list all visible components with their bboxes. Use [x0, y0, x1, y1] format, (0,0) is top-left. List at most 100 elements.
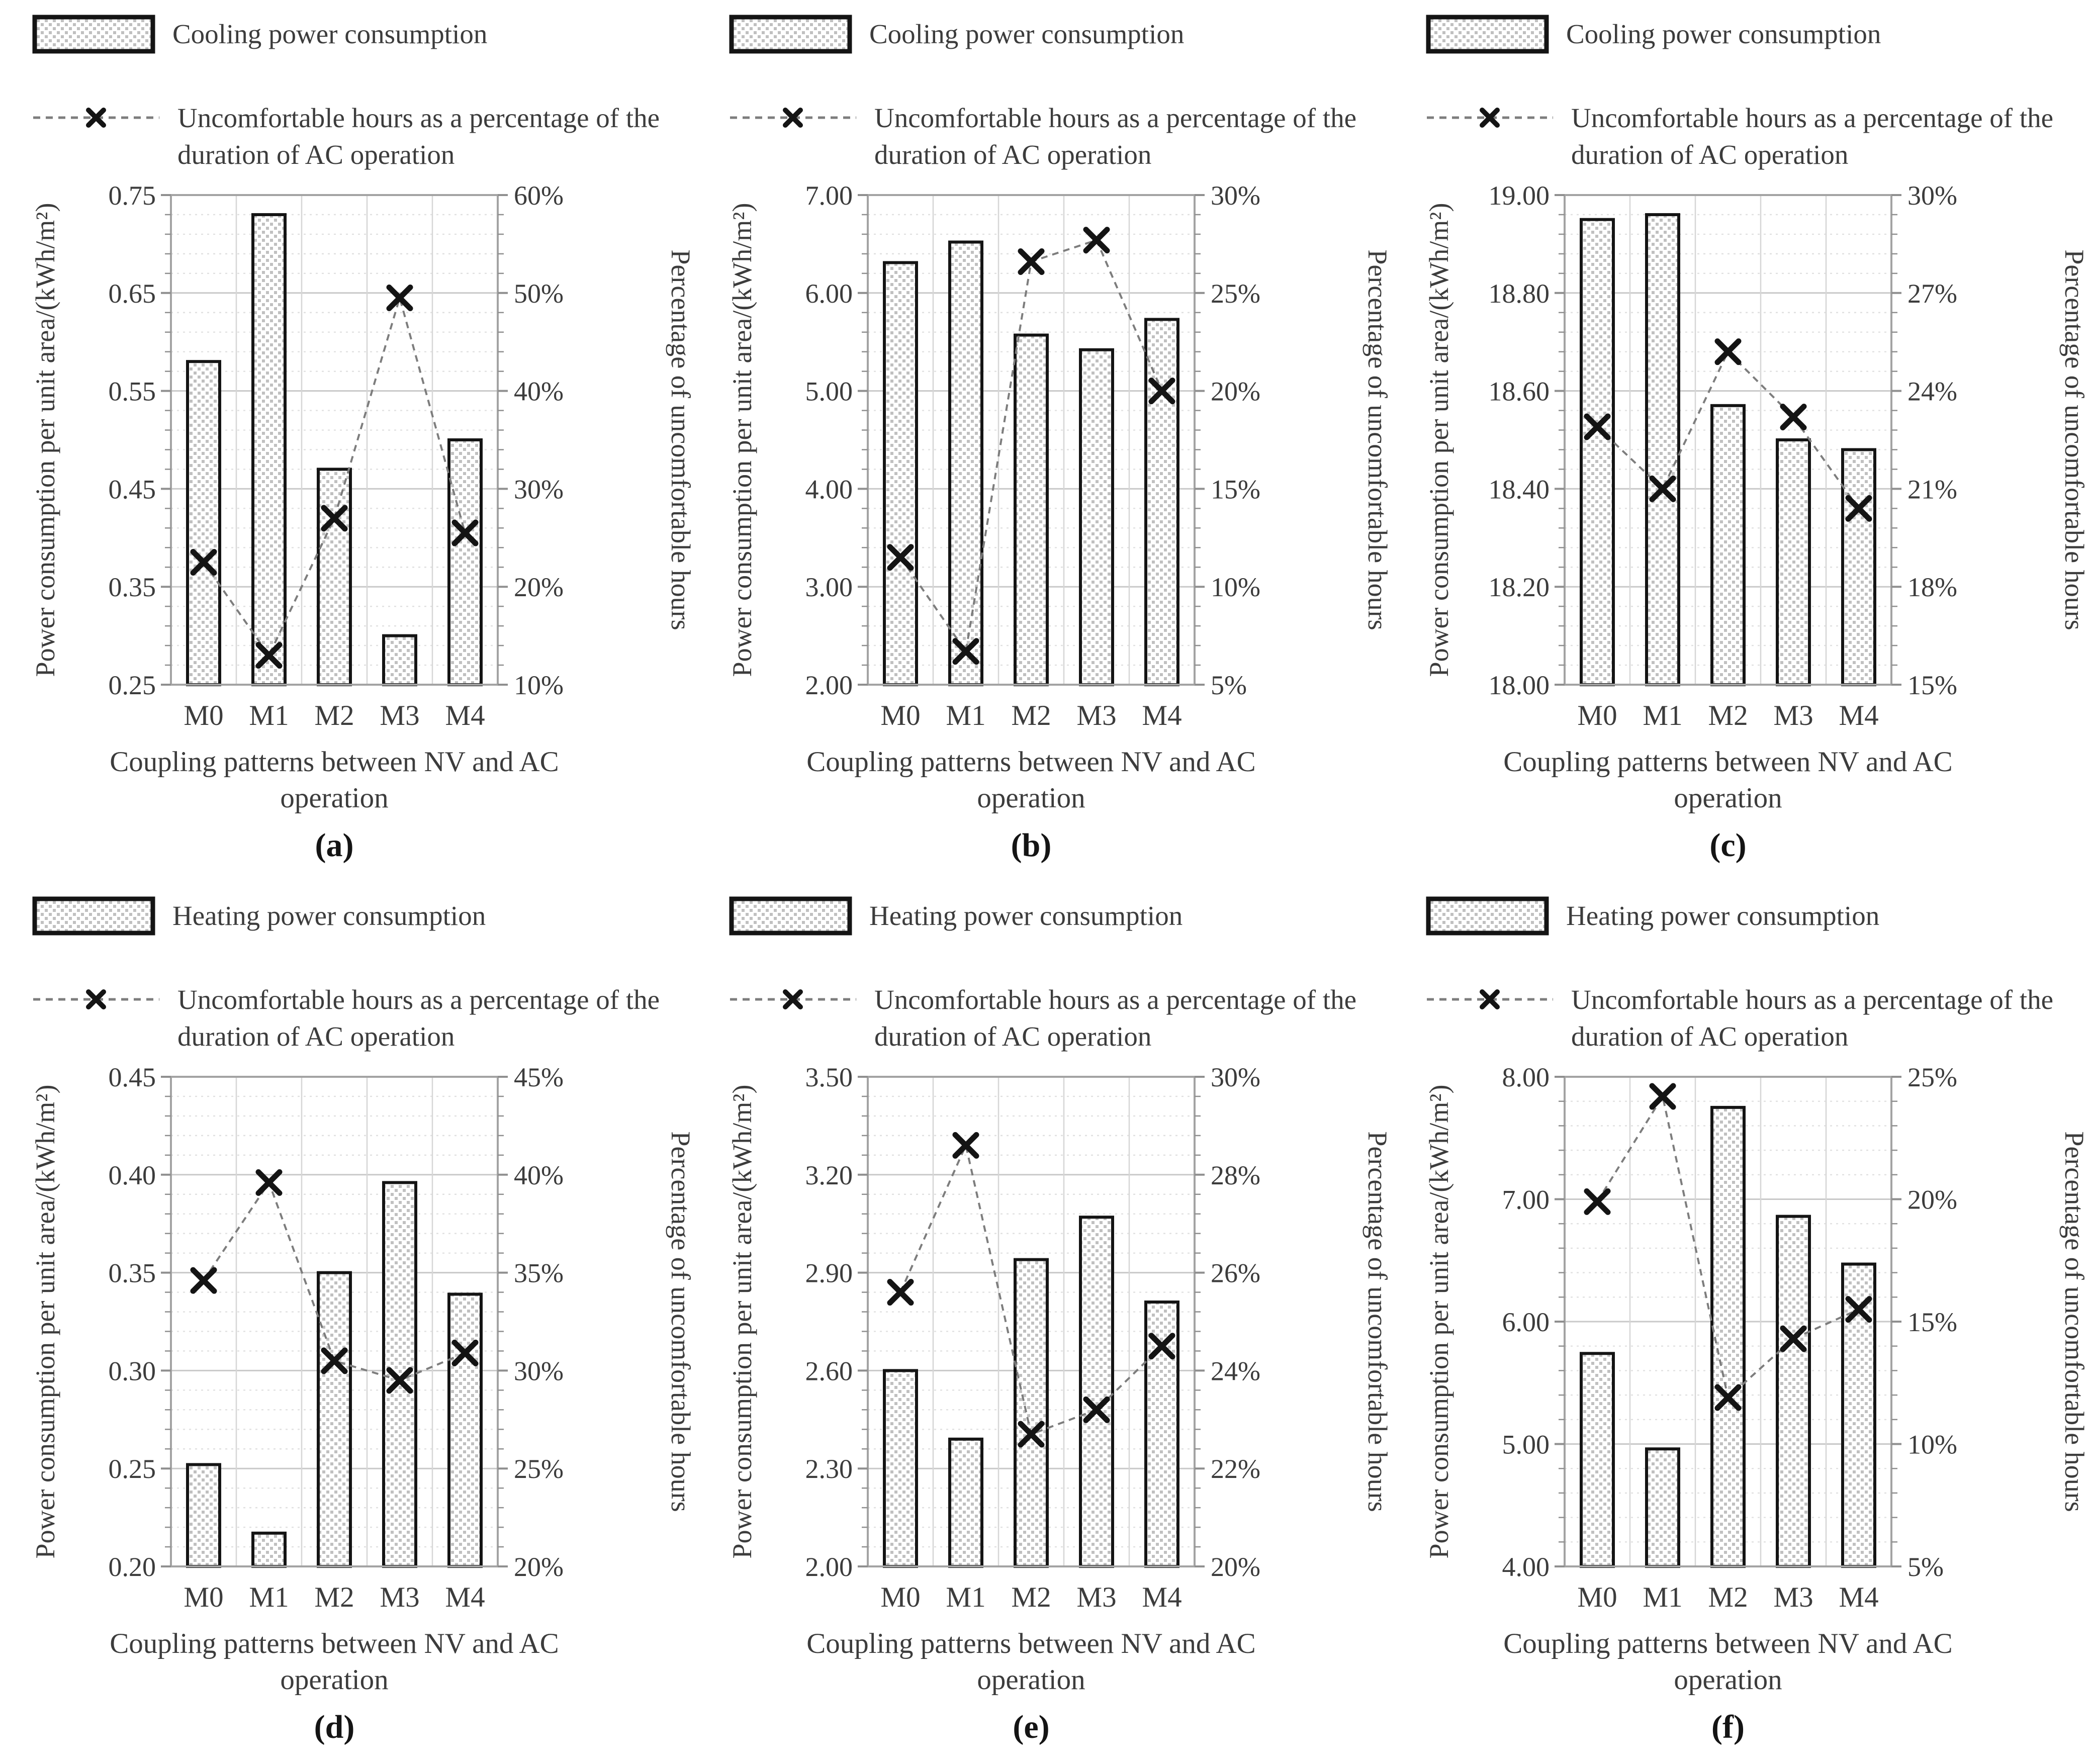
bar-legend-a: Cooling power consumption [32, 9, 697, 59]
left-axis-title: Power consumption per unit area/(kWh/m²) [727, 203, 757, 677]
marker-M4 [451, 1340, 479, 1367]
line-legend-e: Uncomfortable hours as a percentage of t… [729, 981, 1394, 1055]
left-tick-label: 0.35 [109, 572, 156, 602]
bar-M2 [317, 468, 352, 687]
marker-M0 [190, 1267, 217, 1294]
marker-M1 [1649, 1083, 1676, 1110]
bars [883, 1216, 1179, 1568]
bar-legend-swatch [32, 15, 155, 54]
right-tick-label: 15% [1907, 1307, 1957, 1337]
uncomfortable-hours-line [1596, 350, 1860, 509]
bar-M0 [1580, 1352, 1615, 1568]
marker-M2 [321, 505, 348, 532]
bar-M1 [1645, 213, 1680, 687]
line-legend-a: Uncomfortable hours as a percentage of t… [32, 100, 697, 173]
legend-x-marker [783, 989, 803, 1009]
plot-border [867, 1076, 1196, 1568]
bar-M3 [1079, 1216, 1114, 1568]
left-tick-label: 7.00 [805, 180, 853, 211]
line-markers [1584, 1083, 1872, 1411]
left-tick-label: 0.30 [109, 1356, 156, 1386]
dashed-x-marker-icon [1427, 108, 1553, 128]
marker-M4 [451, 519, 479, 546]
left-tick-label: 18.60 [1489, 377, 1550, 407]
bar-legend-label: Heating power consumption [172, 900, 486, 932]
right-axis-title: Percentage of uncomfortable hours [2059, 250, 2089, 630]
left-tick-label: 8.00 [1502, 1062, 1550, 1092]
right-tick-label: 20% [514, 1552, 564, 1582]
x-axis-title: operation [1674, 1664, 1782, 1696]
left-tick-label: 7.00 [1502, 1185, 1550, 1215]
line-markers [887, 1132, 1175, 1448]
line-legend-label: Uncomfortable hours as a percentage of t… [177, 103, 660, 170]
plot-border [867, 194, 1196, 686]
left-tick-label: 0.20 [109, 1552, 156, 1582]
panel-label-d: (d) [314, 1709, 355, 1746]
bar-M1 [251, 1532, 287, 1568]
chart-e: 2.00 2.30 2.60 2.90 3.20 3.50 20% 22% 24% 26% 28% 3… [727, 1062, 1393, 1696]
left-tick-label: 18.20 [1489, 572, 1550, 602]
dashed-x-marker-icon [33, 989, 159, 1009]
category-label: M4 [1839, 700, 1878, 731]
panel-a: Cooling power consumption Uncomfortable … [0, 0, 697, 882]
axis-labels: 2.00 2.30 2.60 2.90 3.20 3.50 20% 22% 24% 26% 28% 3… [727, 1062, 1393, 1696]
right-tick-label: 20% [1211, 377, 1260, 407]
x-axis-title: Coupling patterns between NV and AC [806, 746, 1255, 778]
axis-labels: 0.20 0.25 0.30 0.35 0.40 0.45 20% 25% 30% 35% 40% 4… [30, 1062, 696, 1696]
right-tick-label: 15% [1907, 670, 1957, 700]
category-label: M0 [880, 1582, 920, 1613]
x-axis-title: operation [280, 782, 388, 814]
marker-M3 [1780, 1325, 1807, 1352]
category-label: M1 [946, 1582, 985, 1613]
left-tick-label: 0.40 [109, 1160, 156, 1190]
left-tick-label: 6.00 [805, 278, 853, 309]
line-markers [190, 1169, 479, 1394]
bar-legend-f: Heating power consumption [1426, 891, 2091, 941]
line-markers [887, 227, 1175, 665]
right-tick-label: 40% [514, 1160, 564, 1190]
axis-ticks [858, 1076, 1205, 1568]
category-label: M2 [1708, 700, 1748, 731]
left-tick-label: 6.00 [1502, 1307, 1550, 1337]
marker-M4 [1845, 1296, 1872, 1323]
bar-M0 [186, 360, 221, 687]
right-tick-label: 26% [1211, 1258, 1260, 1288]
bar-M4 [1841, 448, 1876, 687]
panel-label-a: (a) [315, 827, 354, 864]
marker-M3 [386, 285, 413, 312]
category-label: M4 [1839, 1582, 1878, 1613]
line-legend-label: Uncomfortable hours as a percentage of t… [1571, 984, 2054, 1052]
uncomfortable-hours-line [203, 294, 466, 658]
left-tick-label: 0.45 [109, 475, 156, 505]
marker-M0 [887, 1279, 914, 1306]
chart-d: 0.20 0.25 0.30 0.35 0.40 0.45 20% 25% 30% 35% 40% 4… [30, 1062, 696, 1696]
marker-M3 [1083, 1397, 1110, 1424]
left-tick-label: 2.90 [805, 1258, 853, 1288]
category-label: M1 [249, 700, 289, 731]
left-axis-title: Power consumption per unit area/(kWh/m²) [30, 203, 60, 677]
bar-M2 [1014, 333, 1049, 687]
left-tick-label: 0.65 [109, 278, 156, 309]
bar-legend-b: Cooling power consumption [729, 9, 1394, 59]
line-legend-label: Uncomfortable hours as a percentage of t… [177, 984, 660, 1052]
category-label: M3 [1773, 1582, 1813, 1613]
right-tick-label: 27% [1907, 278, 1957, 309]
category-label: M3 [380, 1582, 419, 1613]
panel-b: Cooling power consumption Uncomfortable … [697, 0, 1394, 882]
right-tick-label: 20% [1211, 1552, 1260, 1582]
legend-x-marker [86, 989, 106, 1009]
line-legend-label: Uncomfortable hours as a percentage of t… [874, 103, 1357, 170]
left-tick-label: 0.35 [109, 1258, 156, 1288]
panel-label-b: (b) [1011, 827, 1052, 864]
bar-legend-e: Heating power consumption [729, 891, 1394, 941]
right-tick-label: 21% [1907, 475, 1957, 505]
plot-border [1564, 194, 1892, 686]
axis-ticks [161, 1076, 508, 1568]
category-label: M1 [1643, 1582, 1682, 1613]
bar-legend-swatch [1426, 896, 1549, 936]
x-axis-title: Coupling patterns between NV and AC [110, 1628, 559, 1659]
right-tick-label: 30% [514, 475, 564, 505]
bar-legend-swatch [729, 896, 852, 936]
bar-M1 [251, 213, 287, 687]
